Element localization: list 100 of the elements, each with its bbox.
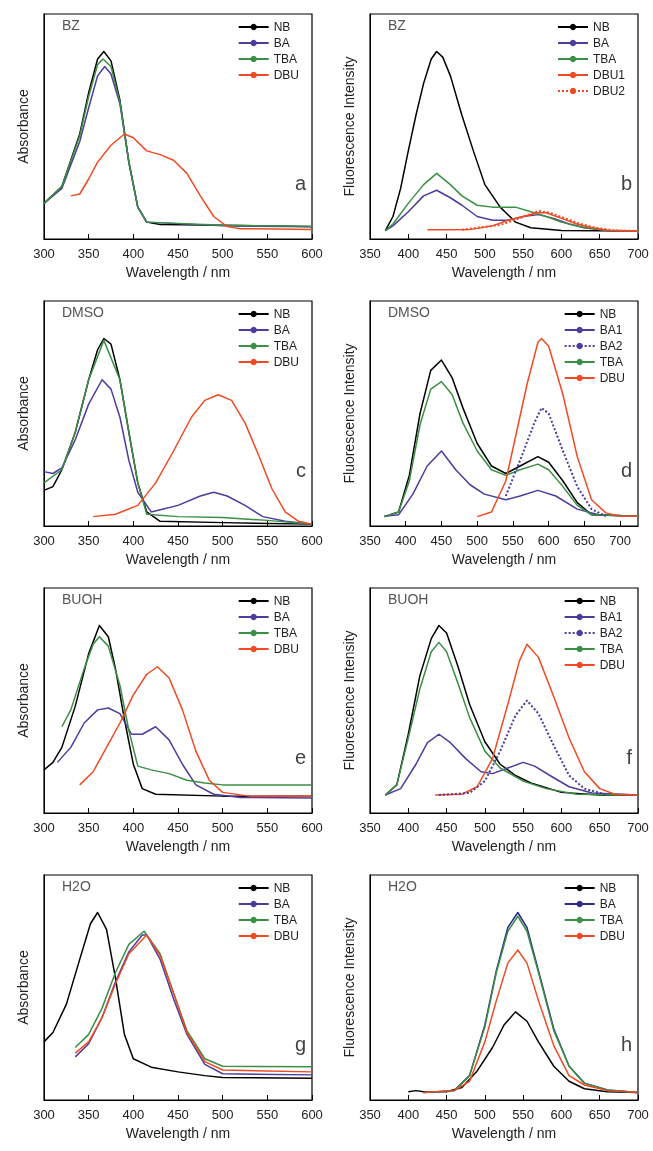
legend-label: BA1 [599, 323, 623, 337]
x-tick-label: 350 [359, 820, 381, 835]
x-axis-title: Wavelength / nm [125, 551, 231, 567]
legend-label: TBA [599, 913, 624, 927]
x-tick-label: 450 [435, 820, 458, 835]
text: DMSO [388, 304, 431, 320]
x-tick-label: 300 [33, 1107, 55, 1122]
legend-label: DBU2 [592, 84, 626, 98]
legend-label: NB [592, 20, 610, 34]
legend-label: DBU1 [592, 68, 626, 82]
annotation: h [620, 1033, 632, 1055]
x-tick-label: 350 [77, 820, 100, 835]
legend-label: BA2 [599, 626, 623, 640]
annotation: d [620, 459, 632, 481]
legend-label: DBU [273, 642, 300, 656]
x-tick-label: 550 [512, 820, 534, 835]
x-axis-title: Wavelength / nm [451, 551, 557, 567]
x-tick-label: 550 [512, 1107, 534, 1122]
legend-label: TBA [599, 355, 624, 369]
y-axis-title: Absorbance [15, 375, 31, 451]
x-tick-label: 450 [167, 533, 189, 548]
legend-label: DBU [599, 658, 626, 672]
legend-label: BA [273, 323, 290, 337]
x-tick-label: 700 [609, 533, 631, 548]
x-tick-label: 450 [430, 533, 453, 548]
x-tick-label: 350 [77, 246, 100, 261]
legend-label: TBA [273, 626, 298, 640]
x-tick-label: 550 [502, 533, 524, 548]
x-axis-title: Wavelength / nm [125, 1125, 231, 1141]
x-tick-label: 550 [512, 246, 534, 261]
x-tick-label: 300 [33, 820, 55, 835]
x-tick-label: 450 [167, 820, 189, 835]
legend-label: DBU [599, 371, 626, 385]
x-axis-title: Wavelength / nm [125, 838, 231, 854]
x-tick-label: 700 [627, 820, 649, 835]
x-tick-label: 350 [359, 246, 381, 261]
x-tick-label: 450 [167, 1107, 189, 1122]
x-tick-label: 600 [550, 246, 573, 261]
x-tick-label: 400 [122, 1107, 145, 1122]
x-tick-label: 500 [211, 1107, 234, 1122]
legend-label: BA [273, 897, 290, 911]
x-tick-label: 600 [537, 533, 560, 548]
x-tick-label: 300 [33, 246, 55, 261]
x-tick-label: 400 [397, 1107, 420, 1122]
x-tick-label: 600 [301, 246, 323, 261]
x-tick-label: 400 [122, 533, 145, 548]
text: H2O [388, 878, 417, 894]
text: DMSO [62, 304, 105, 320]
x-tick-label: 650 [588, 246, 611, 261]
legend-label: TBA [273, 339, 298, 353]
x-tick-label: 300 [33, 533, 55, 548]
x-tick-label: 500 [211, 533, 234, 548]
x-tick-label: 350 [359, 1107, 381, 1122]
annotation: b [620, 172, 632, 194]
x-tick-label: 550 [256, 246, 279, 261]
x-axis-title: Wavelength / nm [451, 1125, 557, 1141]
x-tick-label: 550 [256, 533, 279, 548]
x-tick-label: 500 [211, 246, 234, 261]
x-tick-label: 450 [167, 246, 189, 261]
legend-label: NB [599, 881, 617, 895]
x-tick-label: 700 [627, 1107, 649, 1122]
text: BUOH [62, 591, 103, 607]
text: BZ [62, 17, 81, 33]
x-tick-label: 350 [77, 1107, 100, 1122]
y-axis-title: Fluorescence Intensity [341, 56, 357, 197]
x-tick-label: 350 [77, 533, 100, 548]
x-tick-label: 600 [301, 533, 323, 548]
x-axis-title: Wavelength / nm [451, 264, 557, 280]
text: BZ [388, 17, 407, 33]
legend-label: DBU [273, 355, 300, 369]
x-tick-label: 650 [588, 1107, 611, 1122]
legend-label: NB [599, 307, 617, 321]
annotation: a [294, 172, 307, 194]
x-tick-label: 500 [474, 1107, 496, 1122]
legend-label: BA [273, 610, 290, 624]
x-tick-label: 500 [466, 533, 489, 548]
text: H2O [62, 878, 91, 894]
x-axis-title: Wavelength / nm [451, 838, 557, 854]
y-axis-title: Fluorescence Intensity [341, 917, 357, 1058]
x-tick-label: 600 [550, 1107, 573, 1122]
legend-label: TBA [592, 52, 617, 66]
legend-label: NB [599, 594, 617, 608]
x-tick-label: 700 [627, 246, 649, 261]
y-axis-title: Absorbance [15, 662, 31, 738]
legend-label: NB [273, 881, 291, 895]
annotation: f [626, 746, 633, 768]
x-tick-label: 600 [550, 820, 573, 835]
x-axis-title: Wavelength / nm [125, 264, 231, 280]
x-tick-label: 400 [122, 246, 145, 261]
legend-label: BA1 [599, 610, 623, 624]
x-tick-label: 400 [122, 820, 145, 835]
legend-label: BA [273, 36, 290, 50]
x-tick-label: 500 [474, 820, 496, 835]
x-tick-label: 350 [359, 533, 381, 548]
x-tick-label: 400 [394, 533, 417, 548]
legend-label: NB [273, 20, 291, 34]
legend-label: BA [599, 897, 616, 911]
legend-label: DBU [273, 929, 300, 943]
legend-label: BA [592, 36, 610, 50]
legend-label: DBU [273, 68, 300, 82]
